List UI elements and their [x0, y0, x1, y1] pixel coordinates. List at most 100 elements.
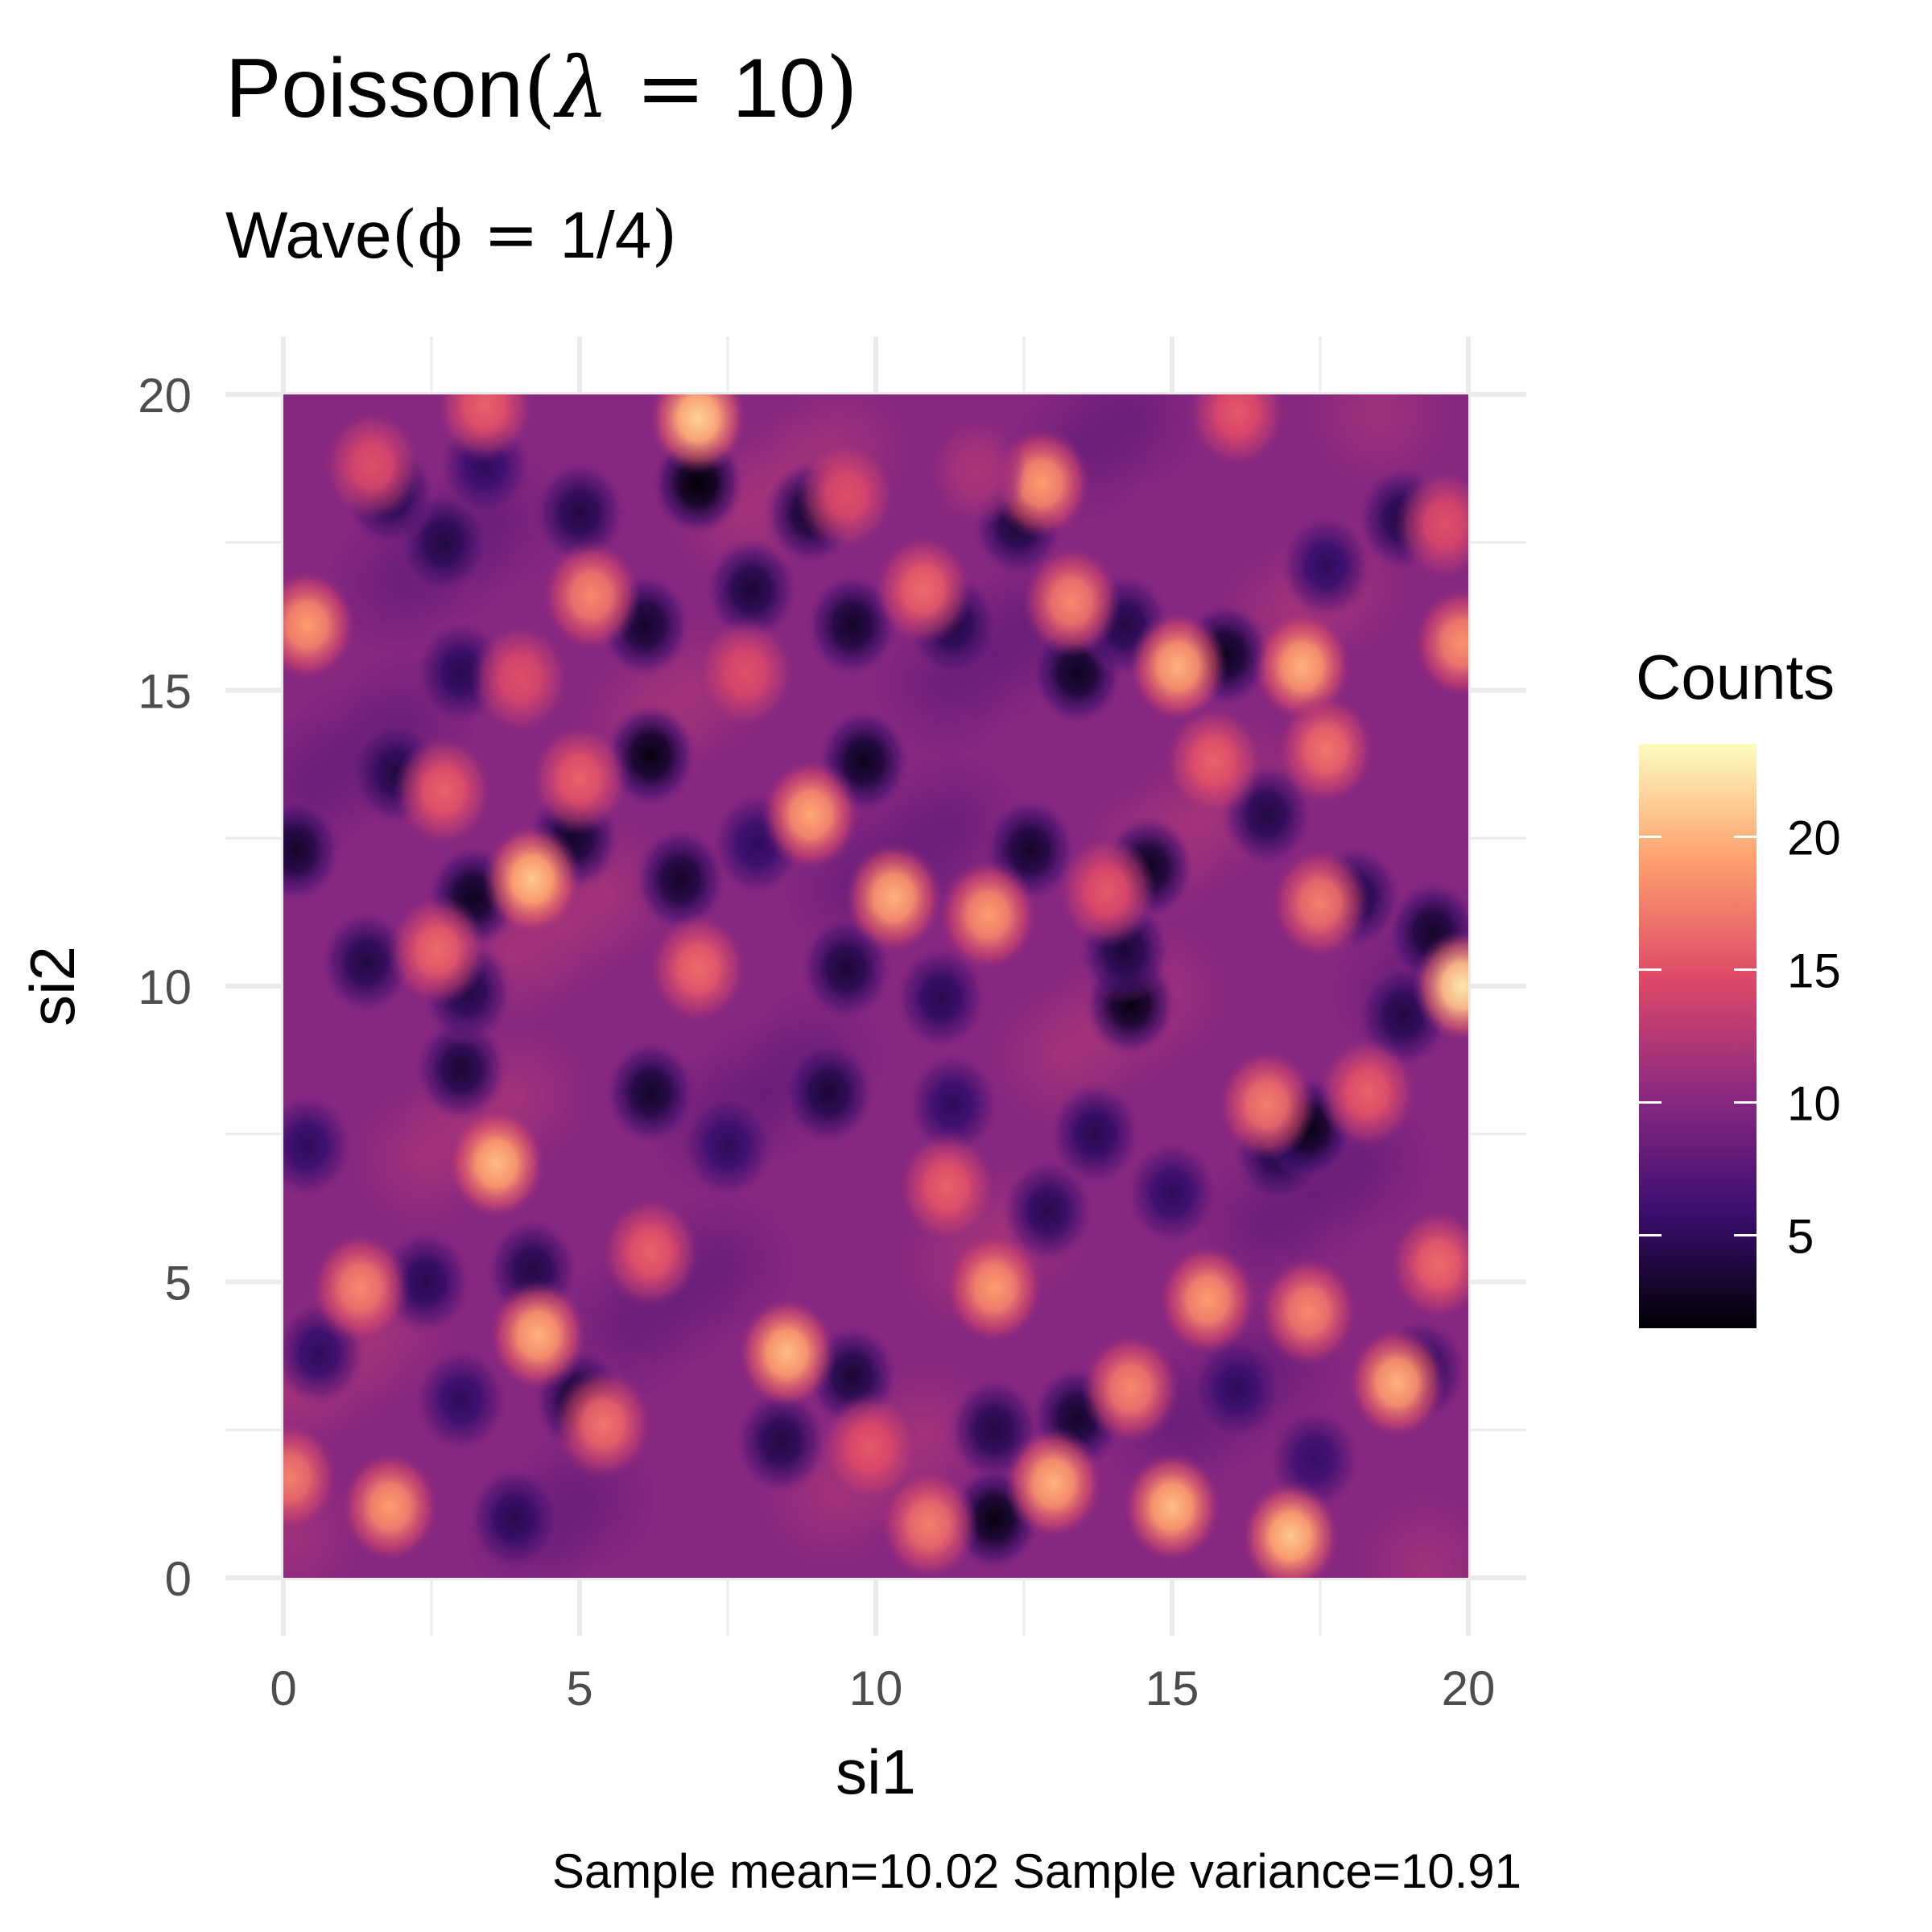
heatmap-trough	[414, 1015, 508, 1122]
heatmap-trough	[604, 1039, 698, 1146]
heatmap-peak	[648, 394, 749, 475]
y-tick-label: 20	[138, 369, 192, 423]
heatmap-peak	[541, 539, 642, 652]
legend-ticks: 5 10 15 20	[1639, 811, 1841, 1264]
chart-title-open: (	[523, 39, 556, 137]
heatmap-peak	[1128, 610, 1228, 724]
legend-colorbar	[1639, 744, 1757, 1328]
y-axis-title: si2	[17, 946, 88, 1026]
heatmap-peak	[1057, 835, 1158, 948]
heatmap-peak	[1270, 847, 1370, 960]
x-tick-label: 5	[566, 1662, 592, 1715]
heatmap-trough	[704, 536, 799, 643]
heatmap-trough	[533, 460, 626, 566]
legend: Counts 5 10 15 20	[1636, 642, 1841, 1328]
heatmap-trough	[634, 826, 728, 933]
legend-title: Counts	[1636, 642, 1835, 712]
heatmap-peak	[844, 840, 944, 954]
chart-title-symbol: λ	[553, 39, 609, 137]
heatmap-peak	[1021, 545, 1121, 658]
heatmap-trough	[681, 1092, 774, 1199]
heatmap-peak	[283, 568, 357, 682]
y-tick-label: 5	[165, 1257, 192, 1311]
chart-subtitle-value: 1/4	[559, 199, 651, 272]
heatmap-peak	[310, 1231, 411, 1344]
x-tick-label: 15	[1146, 1662, 1199, 1715]
heatmap-peak	[553, 1367, 654, 1480]
heatmap-trough	[734, 1388, 828, 1495]
heatmap-peak	[1317, 1036, 1418, 1150]
heatmap-peak	[601, 1195, 701, 1309]
legend-tick-label: 10	[1787, 1077, 1841, 1131]
y-tick-label: 0	[165, 1552, 192, 1606]
heatmap-texture	[1306, 394, 1451, 487]
heatmap-peak	[1389, 1208, 1468, 1321]
heatmap-peak	[393, 734, 493, 848]
chart-subtitle-symbol: ϕ	[418, 197, 463, 274]
chart-caption: Sample mean=10.02 Sample variance=10.91	[552, 1844, 1521, 1898]
heatmap-trough	[414, 1347, 508, 1454]
heatmap-peak	[1412, 930, 1468, 1042]
heatmap-peak	[819, 1391, 920, 1505]
chart-subtitle-open: (	[392, 197, 418, 274]
heatmap-peak	[1158, 1243, 1258, 1356]
heatmap-trough	[468, 1465, 562, 1572]
heatmap-peak	[1216, 1048, 1317, 1161]
heatmap-peak	[648, 911, 749, 1025]
heatmap-texture	[1354, 1493, 1468, 1578]
heatmap-peak	[1276, 693, 1377, 806]
heatmap-texture	[1059, 394, 1205, 490]
heatmap-peak	[1003, 1426, 1104, 1540]
legend-tick-label: 20	[1787, 811, 1841, 865]
x-axis-title: si1	[836, 1736, 916, 1807]
heatmap-trough	[782, 1039, 876, 1146]
heatmap-peak	[283, 1421, 340, 1534]
heatmap-peak	[482, 823, 583, 936]
y-tick-label: 15	[138, 665, 192, 719]
heatmap-peak	[737, 1296, 837, 1410]
heatmap-peak	[1412, 586, 1468, 700]
heatmap-peak	[387, 894, 488, 1007]
heatmap-peak	[796, 438, 897, 551]
heatmap-trough	[283, 796, 342, 903]
heatmap-peak	[873, 533, 973, 646]
heatmap-peak	[938, 858, 1038, 972]
heatmap-trough	[1279, 513, 1373, 620]
heatmap-trough	[1048, 1080, 1142, 1187]
heatmap-peak	[446, 1107, 547, 1220]
heatmap-peak	[470, 621, 571, 735]
heatmap-peak	[1347, 1326, 1447, 1439]
chart-subtitle: Wave(ϕ = 1/4)	[225, 197, 677, 274]
heatmap-peak	[927, 415, 1027, 528]
legend-tick-label: 15	[1787, 944, 1841, 998]
heatmap-peak	[1122, 1450, 1222, 1563]
chart-title-value: 10	[733, 42, 826, 135]
heatmap-trough	[1125, 1140, 1219, 1247]
heatmap-trough	[894, 944, 988, 1051]
heatmap-peak	[322, 409, 423, 522]
heatmap-peak	[340, 1450, 440, 1563]
heatmap-peak	[488, 1278, 588, 1392]
x-tick-label: 0	[270, 1662, 296, 1715]
heatmap-peak	[530, 722, 630, 836]
heatmap-trough	[283, 1092, 354, 1199]
heatmap-peak	[1394, 468, 1468, 581]
heatmap-surface	[283, 394, 1468, 1578]
heatmap-peak	[944, 1231, 1045, 1344]
y-axis-ticks: 0 5 10 15 20	[138, 369, 192, 1606]
heatmap-trough	[1190, 1335, 1284, 1442]
heatmap-peak	[1258, 1255, 1359, 1368]
chart-title: Poisson(λ = 10)	[225, 39, 858, 137]
heatmap-peak	[1080, 1331, 1181, 1445]
heatmap-peak	[435, 394, 535, 463]
heatmap-peak	[761, 758, 861, 871]
x-tick-label: 10	[849, 1662, 903, 1715]
chart-subtitle-close: )	[651, 197, 677, 274]
heatmap-trough	[906, 1051, 1000, 1158]
chart-title-close: )	[825, 39, 858, 137]
legend-tick-label: 5	[1787, 1210, 1814, 1264]
heatmap-peak	[879, 1468, 980, 1578]
heatmap-peak	[696, 616, 796, 729]
y-tick-label: 10	[138, 960, 192, 1014]
